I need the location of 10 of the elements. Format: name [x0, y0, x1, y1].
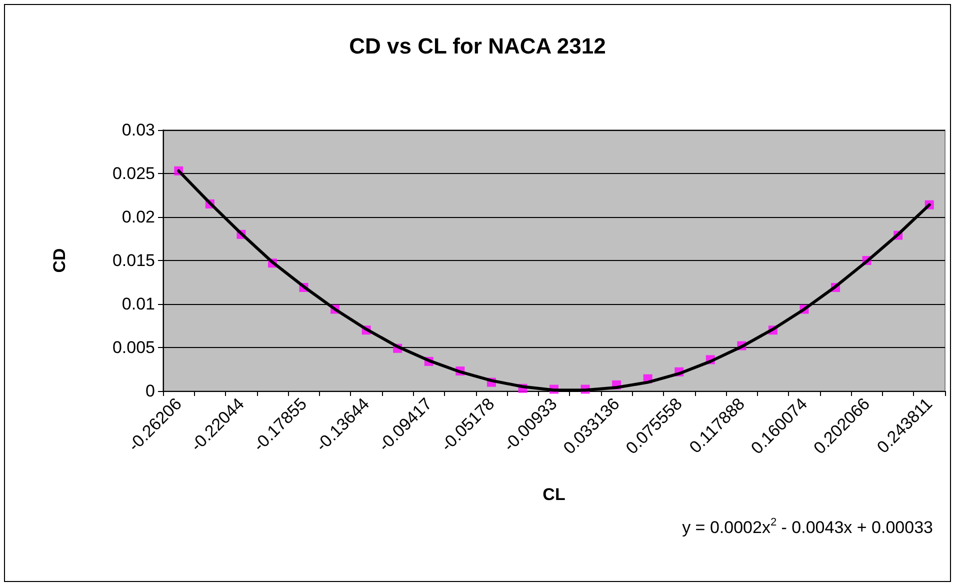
chart-title: CD vs CL for NACA 2312 — [349, 34, 606, 58]
y-tick-label: 0.025 — [112, 164, 155, 183]
y-tick-label: 0.015 — [112, 251, 155, 270]
x-axis-title: CL — [542, 485, 566, 504]
y-tick-label: 0.01 — [122, 294, 155, 314]
y-tick-label: 0.03 — [122, 120, 155, 140]
y-axis-title: CD — [50, 248, 69, 273]
y-tick-label: 0 — [146, 382, 155, 400]
y-tick-label: 0.005 — [112, 338, 155, 357]
y-tick-label: 0.02 — [122, 208, 155, 226]
